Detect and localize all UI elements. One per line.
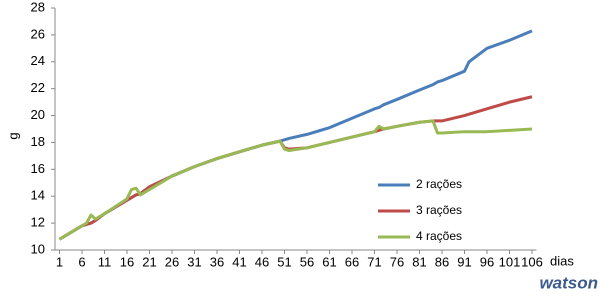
y-tick-label: 22 bbox=[31, 80, 45, 95]
y-tick-label: 26 bbox=[31, 26, 45, 41]
legend-label: 2 rações bbox=[416, 177, 462, 191]
x-tick-label: 41 bbox=[232, 254, 246, 269]
y-tick-label: 10 bbox=[31, 241, 45, 256]
y-tick-label: 20 bbox=[31, 107, 45, 122]
x-tick-label: 11 bbox=[98, 254, 112, 269]
y-tick-label: 16 bbox=[31, 161, 45, 176]
x-tick-label: 21 bbox=[142, 254, 156, 269]
x-tick-label: 1 bbox=[56, 254, 63, 269]
y-axis-label: g bbox=[5, 132, 20, 139]
legend-label: 4 rações bbox=[416, 229, 462, 243]
y-tick-label: 18 bbox=[31, 134, 45, 149]
x-tick-label: 61 bbox=[322, 254, 336, 269]
x-tick-label: 31 bbox=[187, 254, 201, 269]
logo: watson bbox=[539, 273, 598, 292]
x-tick-label: 76 bbox=[390, 254, 404, 269]
x-axis-label: dias bbox=[550, 253, 574, 268]
y-tick-label: 14 bbox=[31, 188, 45, 203]
x-tick-label: 6 bbox=[78, 254, 85, 269]
x-tick-label: 96 bbox=[480, 254, 494, 269]
x-tick-label: 16 bbox=[120, 254, 134, 269]
x-tick-label: 26 bbox=[165, 254, 179, 269]
x-tick-label: 91 bbox=[457, 254, 471, 269]
y-tick-label: 28 bbox=[31, 0, 45, 14]
y-tick-label: 24 bbox=[31, 53, 45, 68]
x-tick-label: 106 bbox=[521, 254, 543, 269]
x-tick-label: 81 bbox=[412, 254, 426, 269]
x-tick-label: 46 bbox=[255, 254, 269, 269]
x-tick-label: 66 bbox=[345, 254, 359, 269]
x-tick-label: 101 bbox=[499, 254, 521, 269]
x-tick-label: 51 bbox=[277, 254, 291, 269]
series-line bbox=[58, 119, 533, 241]
y-tick-label: 12 bbox=[31, 215, 45, 230]
x-tick-label: 71 bbox=[367, 254, 381, 269]
series-line bbox=[58, 95, 533, 241]
x-tick-label: 36 bbox=[210, 254, 224, 269]
x-tick-label: 56 bbox=[300, 254, 314, 269]
legend-label: 3 rações bbox=[416, 203, 462, 217]
x-tick-label: 86 bbox=[435, 254, 449, 269]
